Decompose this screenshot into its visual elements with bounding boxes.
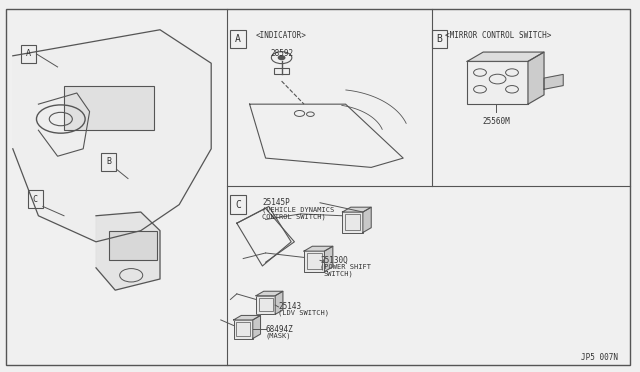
Text: CONTROL SWITCH): CONTROL SWITCH) [262, 213, 326, 220]
Polygon shape [275, 291, 283, 314]
Bar [28, 190, 43, 208]
Bar [101, 153, 116, 171]
Polygon shape [324, 246, 333, 272]
Bar [256, 296, 275, 314]
Text: (LDV SWITCH): (LDV SWITCH) [278, 310, 330, 317]
Text: <MIRROR CONTROL SWITCH>: <MIRROR CONTROL SWITCH> [445, 31, 551, 40]
Polygon shape [467, 52, 544, 61]
Bar [21, 45, 36, 63]
Text: (POWER SHIFT: (POWER SHIFT [320, 264, 371, 270]
Bar [467, 61, 528, 104]
Polygon shape [304, 246, 333, 251]
Text: (MASK): (MASK) [266, 332, 291, 339]
Polygon shape [342, 207, 371, 212]
Polygon shape [13, 30, 211, 242]
Polygon shape [544, 74, 563, 89]
Polygon shape [96, 212, 160, 290]
Bar [230, 30, 246, 48]
Bar [342, 212, 363, 232]
Bar [236, 322, 250, 336]
Text: 25560M: 25560M [482, 117, 510, 126]
Bar [432, 30, 447, 48]
Text: (VEHICLE DYNAMICS: (VEHICLE DYNAMICS [262, 207, 335, 214]
Polygon shape [253, 315, 260, 339]
Text: SWITCH): SWITCH) [323, 270, 353, 277]
Bar [345, 214, 360, 230]
Text: A: A [235, 34, 241, 44]
Bar [109, 231, 157, 260]
Text: 28592: 28592 [270, 49, 293, 58]
Text: A: A [26, 49, 31, 58]
Text: B: B [106, 157, 111, 166]
Text: C: C [235, 200, 241, 209]
Text: C: C [33, 195, 38, 203]
Polygon shape [363, 207, 371, 232]
Bar [234, 320, 253, 339]
Circle shape [278, 56, 285, 60]
Bar [259, 298, 273, 311]
Text: 68494Z: 68494Z [266, 325, 293, 334]
Bar [304, 251, 324, 272]
Text: JP5 007N: JP5 007N [580, 353, 618, 362]
Bar [64, 86, 154, 130]
Text: 25130Q: 25130Q [320, 256, 348, 265]
Bar [307, 253, 322, 269]
Text: 25143: 25143 [278, 302, 301, 311]
Polygon shape [528, 52, 544, 104]
Text: <INDICATOR>: <INDICATOR> [256, 31, 307, 40]
Text: B: B [436, 34, 443, 44]
Bar [230, 195, 246, 214]
Text: 25145P: 25145P [262, 198, 290, 207]
Polygon shape [256, 291, 283, 296]
Polygon shape [234, 315, 260, 320]
